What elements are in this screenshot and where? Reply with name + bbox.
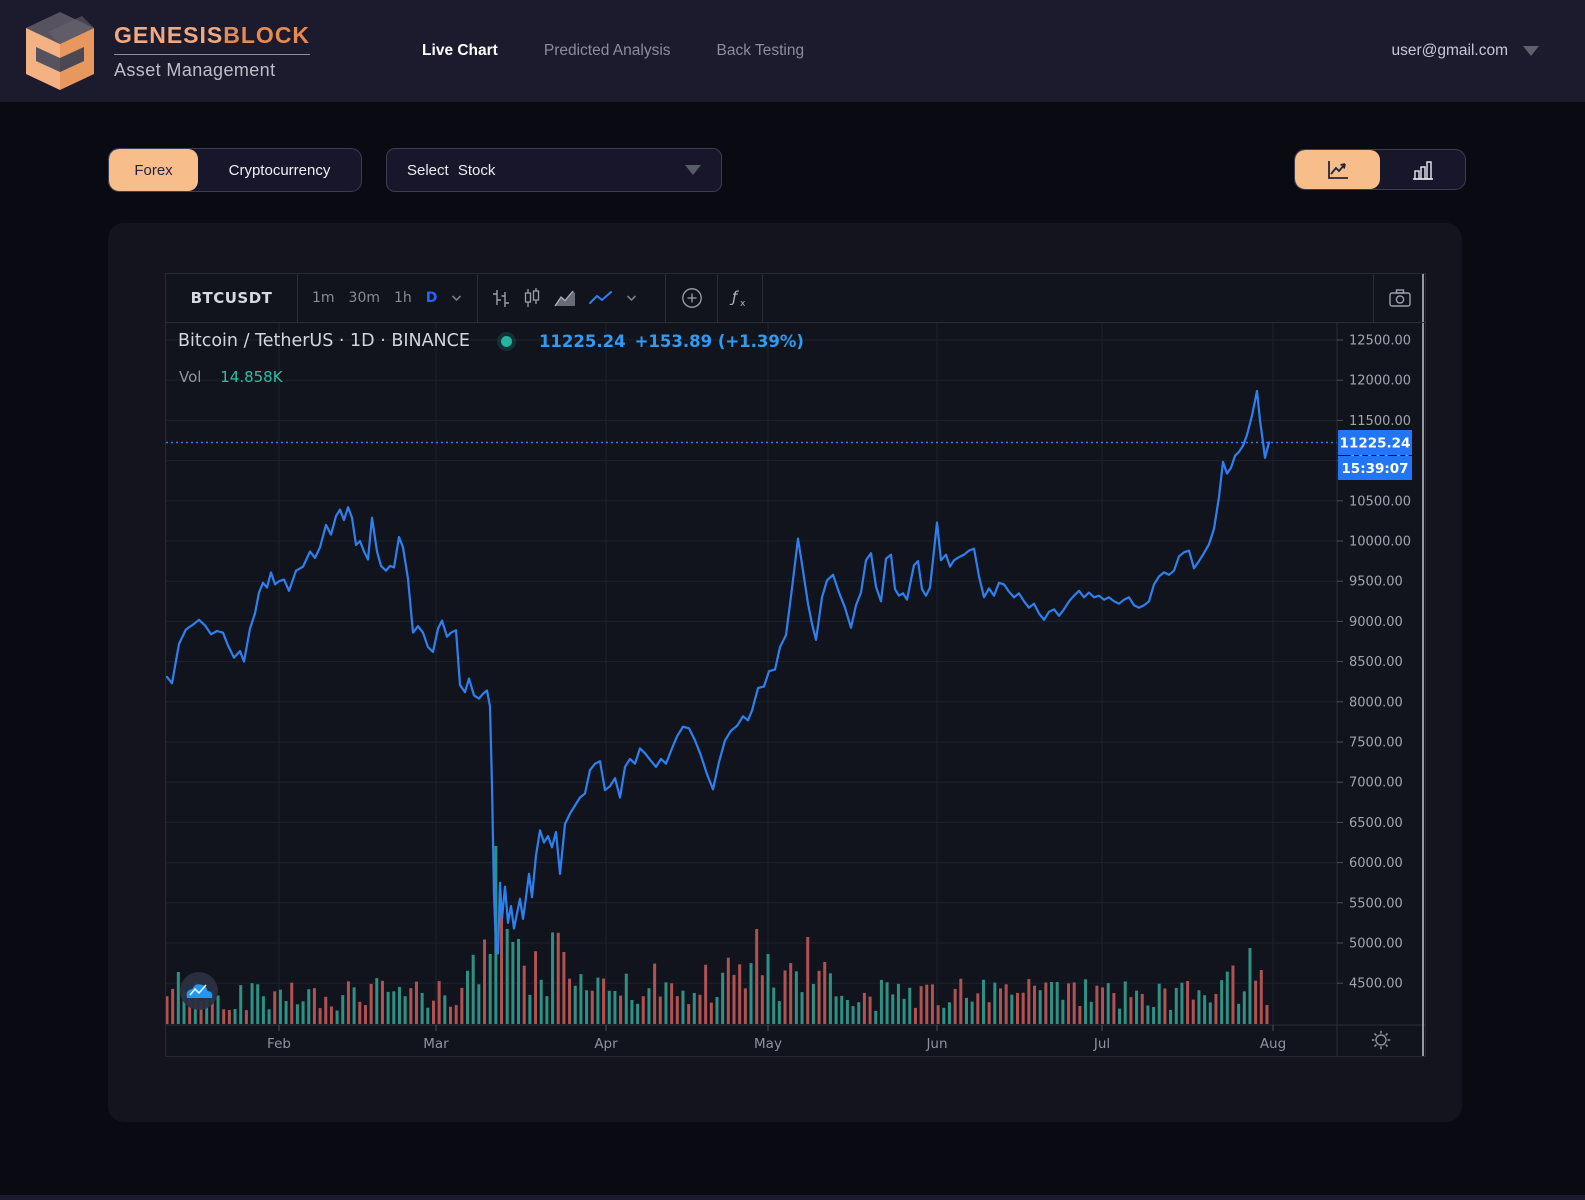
svg-text:10000.00: 10000.00 <box>1349 535 1411 550</box>
tradingview-widget: 12500.0012000.0011500.0011000.0010500.00… <box>165 273 1426 1057</box>
chevron-down-icon[interactable] <box>451 294 462 302</box>
chart-style-selector <box>477 274 665 322</box>
svg-text:8000.00: 8000.00 <box>1349 695 1403 710</box>
svg-text:5500.00: 5500.00 <box>1349 896 1403 911</box>
brand: GENESISBLOCK Asset Management <box>22 10 311 92</box>
price-change: +153.89 (+1.39%) <box>634 331 804 351</box>
area-chart-icon[interactable] <box>554 289 576 307</box>
line-chart-icon <box>1327 160 1348 179</box>
price-chart: 12500.0012000.0011500.0011000.0010500.00… <box>166 274 1425 1056</box>
chevron-down-icon <box>1523 46 1539 56</box>
brand-subtitle: Asset Management <box>114 59 276 80</box>
snapshot-button[interactable] <box>1373 274 1425 322</box>
svg-text:8500.00: 8500.00 <box>1349 655 1403 670</box>
svg-text:Feb: Feb <box>267 1036 291 1052</box>
volume-label: Vol <box>179 368 202 386</box>
candles-icon[interactable] <box>523 288 541 308</box>
controls-row: Forex Cryptocurrency Select Stock <box>0 148 1585 192</box>
svg-text:9500.00: 9500.00 <box>1349 575 1403 590</box>
brand-title-secondary: BLOCK <box>223 21 311 48</box>
time-scale[interactable]: Feb Mar Apr May Jun Jul Aug <box>267 1025 1286 1052</box>
svg-text:x: x <box>740 299 746 309</box>
symbol-title: Bitcoin / TetherUS · 1D · BINANCE <box>178 331 470 351</box>
chart-toolbar: BTCUSDT 1m 30m 1h D <box>166 274 1425 323</box>
brand-text: GENESISBLOCK Asset Management <box>114 21 311 81</box>
nav-back-testing[interactable]: Back Testing <box>716 42 805 59</box>
market-open-dot-icon <box>500 335 512 347</box>
svg-text:Aug: Aug <box>1260 1036 1286 1052</box>
axis-settings-gear-icon[interactable] <box>1371 1030 1391 1050</box>
brand-logo-icon <box>26 12 94 90</box>
last-price: 11225.24 <box>538 331 626 351</box>
bar-chart-icon <box>1412 160 1433 180</box>
interval-1d[interactable]: D <box>425 290 438 306</box>
chart-type-toggle <box>1294 149 1466 190</box>
camera-icon <box>1388 289 1411 307</box>
nav-predicted-analysis[interactable]: Predicted Analysis <box>543 42 671 59</box>
chevron-down-icon[interactable] <box>626 294 637 302</box>
line-chart-type-button[interactable] <box>1295 150 1380 189</box>
symbol-button[interactable]: BTCUSDT <box>190 289 273 307</box>
indicators-button[interactable]: ƒ x <box>717 274 762 322</box>
svg-text:11500.00: 11500.00 <box>1349 414 1411 429</box>
app-header: GENESISBLOCK Asset Management Live Chart… <box>0 0 1585 102</box>
volume-value: 14.858K <box>220 368 283 386</box>
svg-text:10500.00: 10500.00 <box>1349 494 1411 509</box>
line-chart-style-icon[interactable] <box>589 290 613 306</box>
svg-text:Jun: Jun <box>925 1036 947 1052</box>
grid <box>166 323 1337 1025</box>
chart-card: 12500.0012000.0011500.0011000.0010500.00… <box>108 223 1462 1122</box>
brand-title: GENESISBLOCK <box>114 21 311 55</box>
chevron-down-icon <box>685 165 701 175</box>
nav-live-chart[interactable]: Live Chart <box>422 42 498 59</box>
svg-text:Mar: Mar <box>423 1036 449 1052</box>
svg-text:11225.24: 11225.24 <box>1340 436 1411 452</box>
add-circle-icon <box>681 288 702 308</box>
svg-text:4500.00: 4500.00 <box>1349 977 1403 992</box>
symbol-info-row: Bitcoin / TetherUS · 1D · BINANCE 11225.… <box>178 331 804 351</box>
forex-tab[interactable]: Forex <box>109 149 198 191</box>
svg-text:Apr: Apr <box>594 1036 618 1052</box>
current-price-label: 11225.24 15:39:07 <box>1338 430 1412 480</box>
svg-text:6000.00: 6000.00 <box>1349 856 1403 871</box>
toolbar-spacer <box>762 274 1373 322</box>
interval-1h[interactable]: 1h <box>394 290 412 306</box>
svg-text:7000.00: 7000.00 <box>1349 776 1403 791</box>
user-email: user@gmail.com <box>1391 42 1508 59</box>
svg-text:Jul: Jul <box>1093 1036 1110 1052</box>
svg-text:ƒ: ƒ <box>729 288 739 306</box>
svg-text:15:39:07: 15:39:07 <box>1341 461 1408 477</box>
interval-selector: 1m 30m 1h D <box>297 274 477 322</box>
stock-select-dropdown[interactable]: Select Stock <box>386 148 722 192</box>
svg-text:12500.00: 12500.00 <box>1349 334 1411 349</box>
price-line <box>166 389 1271 955</box>
main-nav: Live Chart Predicted Analysis Back Testi… <box>422 42 804 60</box>
svg-text:9000.00: 9000.00 <box>1349 615 1403 630</box>
interval-30m[interactable]: 30m <box>348 290 380 306</box>
ohlc-bars-icon[interactable] <box>491 288 510 308</box>
user-menu[interactable]: user@gmail.com <box>1391 42 1539 60</box>
svg-text:6500.00: 6500.00 <box>1349 816 1403 831</box>
volume-row: Vol 14.858K <box>179 368 283 386</box>
bar-chart-type-button[interactable] <box>1380 150 1465 189</box>
compare-add-button[interactable] <box>665 274 717 322</box>
svg-text:7500.00: 7500.00 <box>1349 736 1403 751</box>
interval-1m[interactable]: 1m <box>312 290 335 306</box>
svg-text:12000.00: 12000.00 <box>1349 374 1411 389</box>
brand-title-primary: GENESIS <box>114 21 224 48</box>
fx-indicator-icon: ƒ x <box>729 288 746 309</box>
cryptocurrency-tab[interactable]: Cryptocurrency <box>228 161 331 179</box>
footer-strip <box>0 1195 1585 1200</box>
svg-text:May: May <box>754 1036 782 1052</box>
tradingview-watermark-icon <box>180 972 218 1010</box>
stock-select-label: Select Stock <box>407 161 496 179</box>
volume-bars <box>166 846 1269 1024</box>
svg-text:5000.00: 5000.00 <box>1349 937 1403 952</box>
market-toggle: Forex Cryptocurrency <box>108 148 362 192</box>
